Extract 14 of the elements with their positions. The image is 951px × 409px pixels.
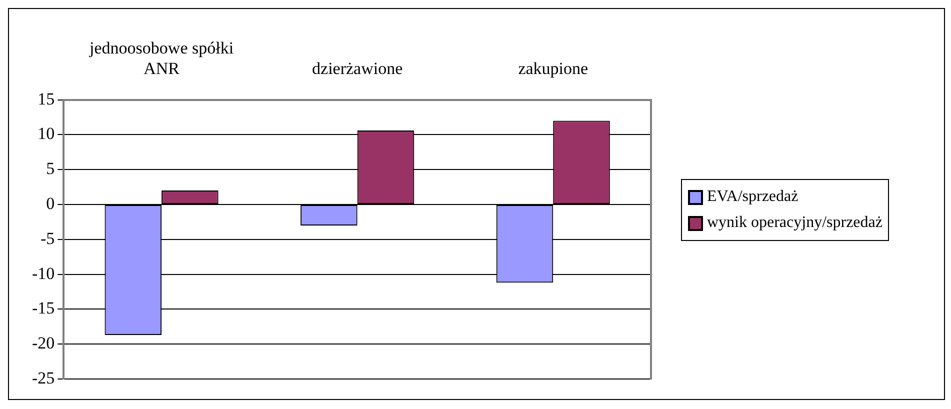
legend-label: EVA/sprzedaż bbox=[707, 187, 798, 207]
y-tick-label: 15 bbox=[38, 89, 55, 108]
x-tick-label: dzierżawione bbox=[312, 59, 403, 78]
x-tick-label: jednoosobowe spółki ANR bbox=[88, 38, 234, 78]
y-tick-label: -5 bbox=[40, 228, 55, 248]
x-tick-label: zakupione bbox=[518, 59, 588, 78]
y-tick-label: 10 bbox=[38, 124, 55, 144]
legend-label: wynik operacyjny/sprzedaż bbox=[707, 213, 882, 233]
y-tick-label: -10 bbox=[32, 264, 55, 283]
y-tick-label: -20 bbox=[32, 334, 55, 353]
y-tick-label: -15 bbox=[32, 298, 55, 318]
y-tick-label: 0 bbox=[46, 194, 55, 213]
y-tick-label: 5 bbox=[46, 159, 55, 178]
y-tick-label: -25 bbox=[32, 368, 55, 388]
